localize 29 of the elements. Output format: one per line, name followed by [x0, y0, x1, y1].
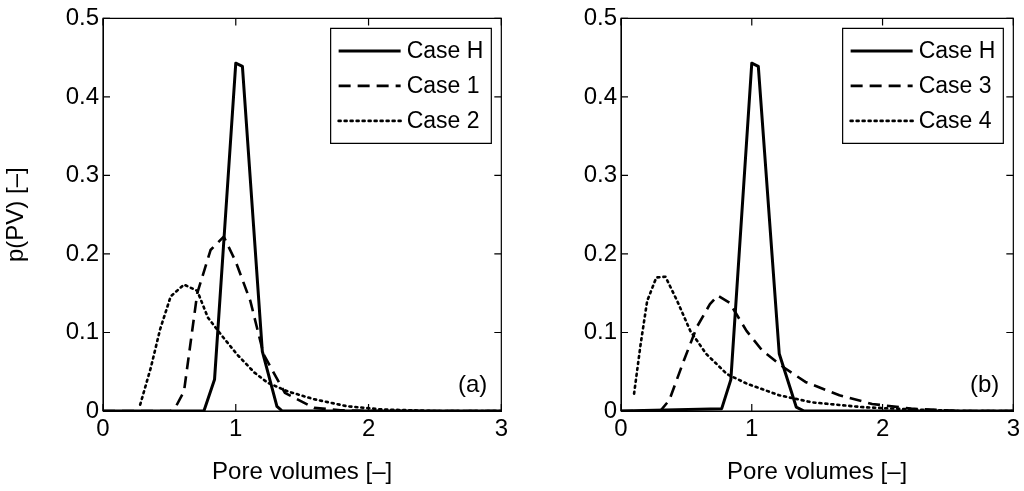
x-tick-label: 3 — [1006, 414, 1021, 442]
y-tick-label: 0.3 — [65, 160, 99, 188]
legend-label: Case 2 — [406, 107, 480, 134]
x-tick-label: 1 — [745, 414, 759, 442]
y-tick-label: 0.1 — [583, 317, 617, 345]
x-tick-label: 1 — [229, 414, 243, 442]
y-tick-label: 0.2 — [65, 238, 99, 266]
legend-label: Case 1 — [406, 72, 480, 99]
y-tick-label: 0.3 — [583, 160, 617, 188]
y-tick-label: 0.1 — [65, 317, 99, 345]
legend-label: Case 4 — [918, 107, 992, 134]
x-axis-title: Pore volumes [–] — [212, 457, 393, 485]
x-axis-title: Pore volumes [–] — [727, 457, 908, 485]
annotation: (a) — [457, 369, 488, 397]
y-tick-label: 0.2 — [583, 238, 617, 266]
legend-label: Case 3 — [918, 72, 992, 99]
y-tick-label: 0 — [603, 395, 617, 423]
y-axis-title: p(PV) [–] — [1, 167, 29, 263]
y-tick-label: 0 — [85, 395, 99, 423]
annotation: (b) — [969, 369, 1000, 397]
y-tick-label: 0.5 — [65, 3, 99, 31]
legend-label: Case H — [918, 37, 996, 64]
y-tick-label: 0.4 — [583, 81, 617, 109]
legend-label: Case H — [406, 37, 484, 64]
x-tick-label: 3 — [494, 414, 509, 442]
x-tick-label: 2 — [875, 414, 890, 442]
y-tick-label: 0.5 — [583, 3, 617, 31]
x-tick-label: 2 — [361, 414, 376, 442]
y-tick-label: 0.4 — [65, 81, 99, 109]
